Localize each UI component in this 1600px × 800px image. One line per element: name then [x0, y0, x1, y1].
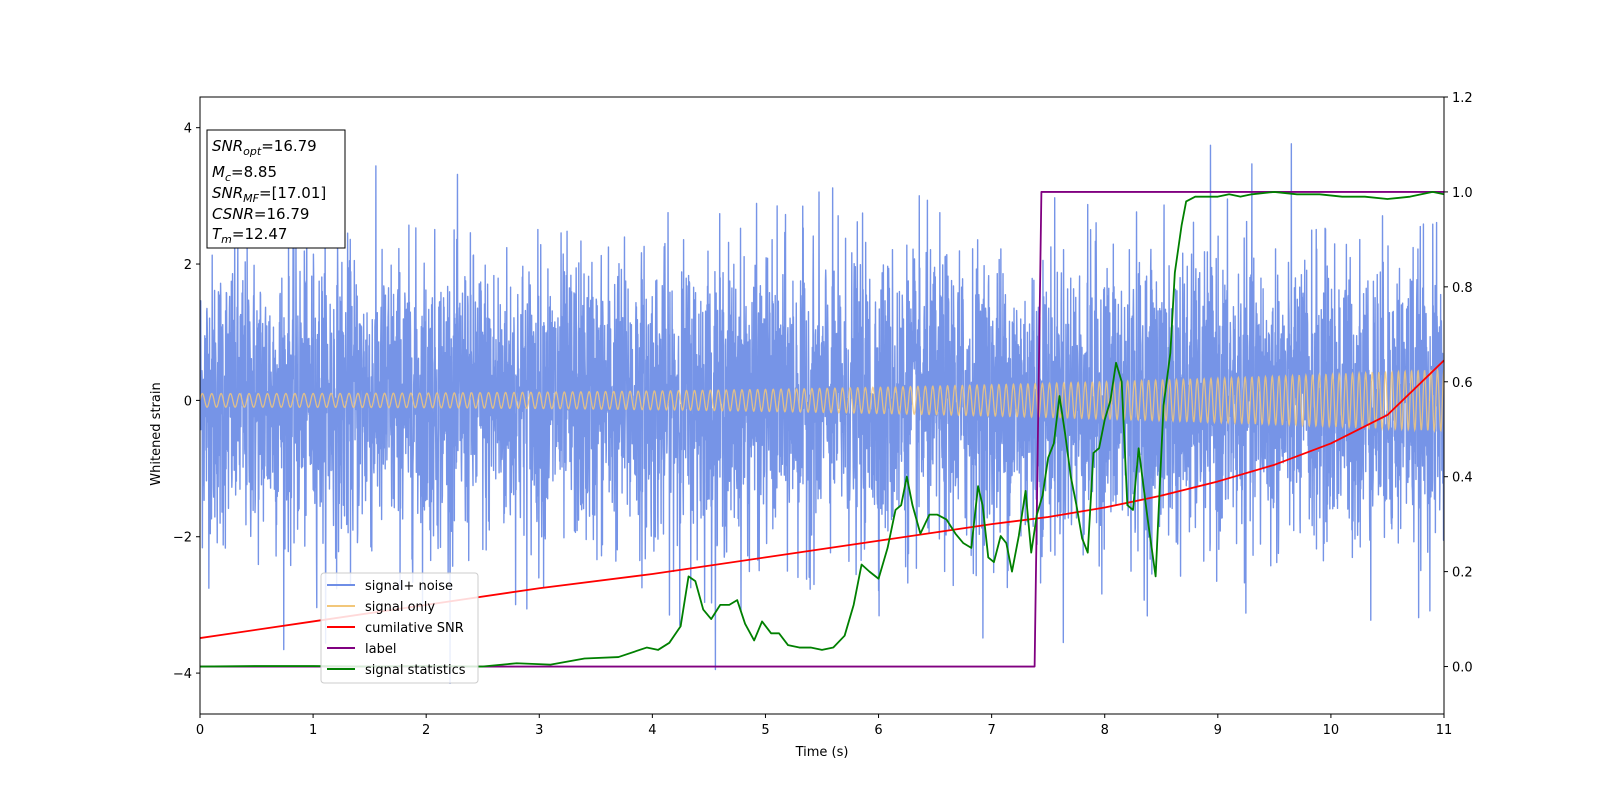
y-right-tick-label: 0.4 [1452, 471, 1473, 486]
y-left-tick-label: 2 [184, 258, 192, 273]
legend: signal+ noise signal only cumilative SNR… [320, 572, 479, 684]
info-box: SNRopt=16.79 Mc=8.85 SNRMF=[17.01] CSNR=… [206, 129, 346, 249]
x-tick-label: 0 [196, 723, 204, 738]
y-right-tick-label: 0.0 [1452, 661, 1473, 676]
y-right-tick-label: 0.2 [1452, 566, 1473, 581]
x-tick-label: 7 [987, 723, 995, 738]
x-tick-label: 11 [1436, 723, 1453, 738]
x-tick-label: 6 [874, 723, 882, 738]
x-tick-label: 5 [761, 723, 769, 738]
series-label [200, 191, 1444, 668]
x-tick-label: 8 [1101, 723, 1109, 738]
y-right-tick-label: 0.8 [1452, 281, 1473, 296]
y-axis-label: Whitened strain [149, 382, 164, 485]
info-mc: Mc=8.85 [212, 163, 277, 184]
y-axis-right: 0.0 0.2 0.4 0.6 0.8 1.0 1.2 [1444, 91, 1473, 676]
y-axis-left: −4 −2 0 2 4 [173, 122, 200, 682]
y-right-tick-label: 1.2 [1452, 91, 1473, 106]
legend-label-signal-statistics: signal statistics [365, 663, 466, 678]
legend-label-label: label [365, 642, 396, 657]
x-tick-label: 9 [1214, 723, 1222, 738]
plot-frame [199, 96, 1445, 715]
x-axis: 0 1 2 3 4 5 6 7 8 9 10 11 [196, 714, 1452, 738]
y-left-tick-label: 4 [184, 122, 192, 137]
x-tick-label: 3 [535, 723, 543, 738]
y-left-tick-label: −4 [173, 667, 192, 682]
series-signal-noise [200, 143, 1444, 685]
y-left-tick-label: 0 [184, 394, 192, 409]
info-tm: Tm=12.47 [212, 225, 287, 246]
x-tick-label: 1 [309, 723, 317, 738]
y-left-tick-label: −2 [173, 531, 192, 546]
info-snr-opt: SNRopt=16.79 [212, 137, 317, 158]
legend-label-signal-noise: signal+ noise [365, 579, 453, 594]
x-tick-label: 10 [1323, 723, 1340, 738]
info-snr-mf: SNRMF=[17.01] [212, 184, 326, 205]
series-signal-only [200, 367, 1444, 434]
legend-label-cumulative-snr: cumilative SNR [365, 621, 464, 636]
y-right-tick-label: 0.6 [1452, 376, 1473, 391]
y-right-tick-label: 1.0 [1452, 186, 1473, 201]
x-axis-label: Time (s) [795, 745, 849, 760]
series-layer [200, 143, 1444, 685]
legend-frame [320, 572, 479, 684]
info-box-frame [206, 129, 346, 249]
x-tick-label: 2 [422, 723, 430, 738]
series-signal-statistics [200, 191, 1444, 668]
info-csnr: CSNR=16.79 [212, 205, 309, 223]
x-tick-label: 4 [648, 723, 656, 738]
legend-label-signal-only: signal only [365, 600, 435, 615]
series-cumulative-snr [200, 359, 1444, 639]
